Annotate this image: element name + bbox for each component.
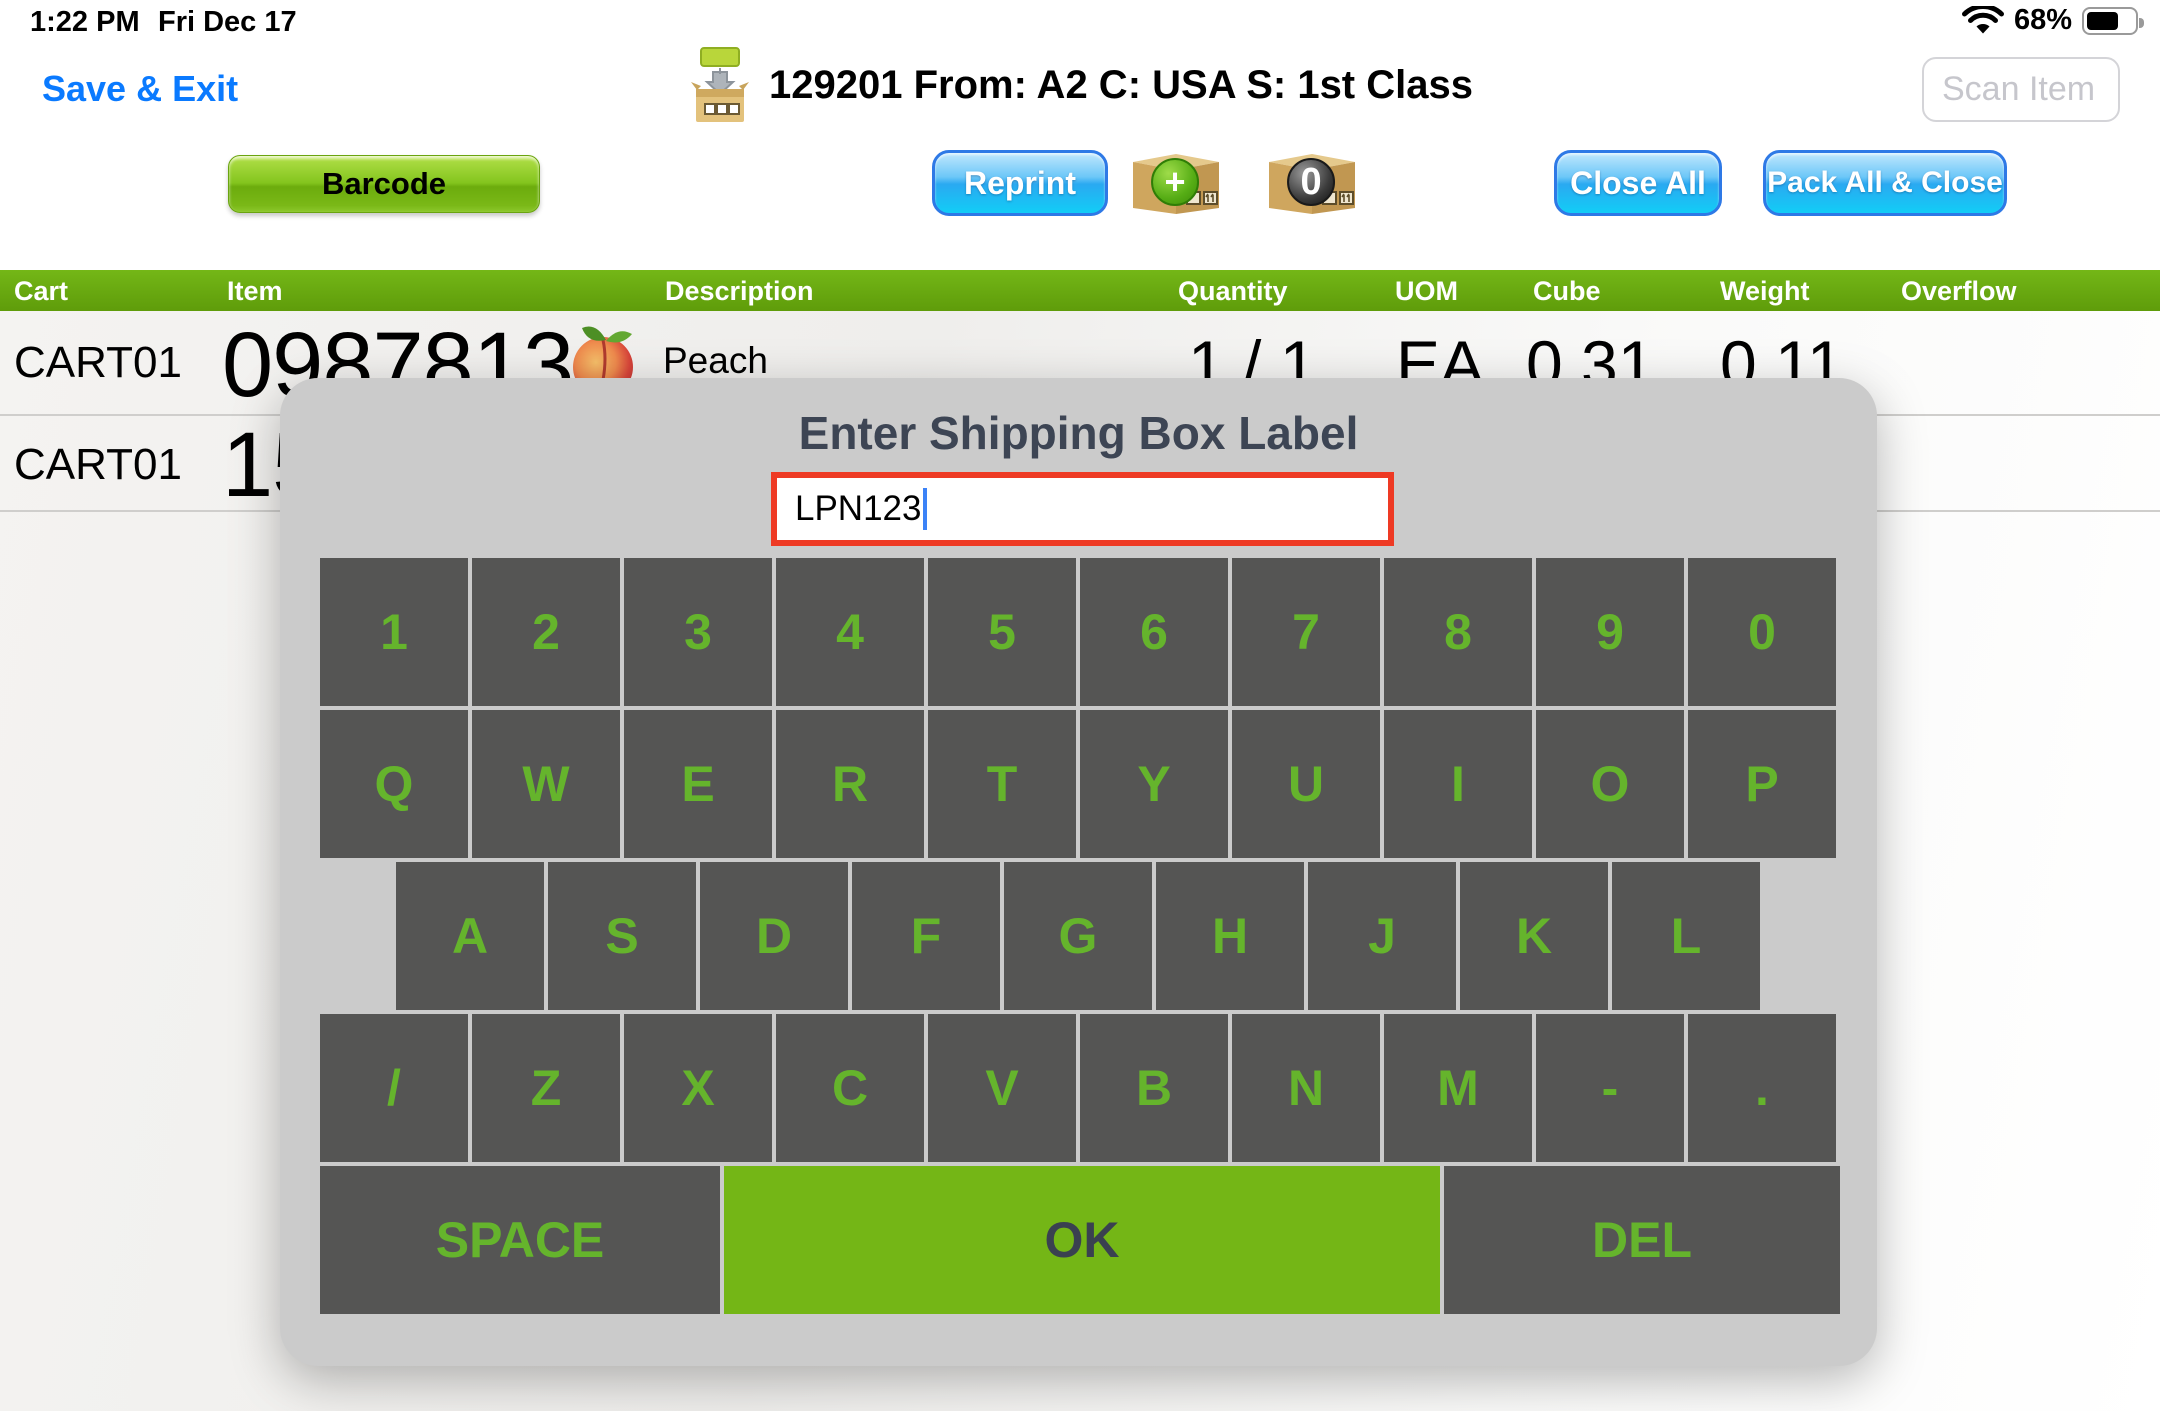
key-x[interactable]: X — [624, 1014, 772, 1162]
key-ok[interactable]: OK — [724, 1166, 1440, 1314]
key-dash[interactable]: - — [1536, 1014, 1684, 1162]
battery-icon — [2082, 6, 2144, 35]
key-f[interactable]: F — [852, 862, 1000, 1010]
key-z[interactable]: Z — [472, 1014, 620, 1162]
zero-badge: 0 — [1287, 158, 1336, 206]
battery-fill — [2087, 11, 2119, 30]
save-exit-button[interactable]: Save & Exit — [42, 68, 239, 109]
key-4[interactable]: 4 — [776, 558, 924, 706]
add-badge: + — [1151, 158, 1200, 206]
key-c[interactable]: C — [776, 1014, 924, 1162]
modal-title: Enter Shipping Box Label — [798, 407, 1359, 459]
column-header-uom: UOM — [1395, 276, 1458, 306]
key-slash[interactable]: / — [320, 1014, 468, 1162]
page-title: 129201 From: A2 C: USA S: 1st Class — [769, 62, 1473, 107]
status-time: 1:22 PM — [30, 6, 140, 38]
key-b[interactable]: B — [1080, 1014, 1228, 1162]
key-period[interactable]: . — [1688, 1014, 1836, 1162]
cell-description: Peach — [663, 340, 768, 381]
column-header-overflow: Overflow — [1901, 276, 2017, 306]
column-header-cart: Cart — [14, 276, 69, 306]
add-box-button[interactable]: + — [1125, 150, 1227, 214]
column-header-item: Item — [227, 276, 283, 306]
key-h[interactable]: H — [1156, 862, 1304, 1010]
key-g[interactable]: G — [1004, 862, 1152, 1010]
status-date: Fri Dec 17 — [158, 6, 297, 38]
battery-percent: 68% — [2013, 4, 2072, 36]
scan-item-input[interactable] — [1922, 57, 2120, 122]
key-v[interactable]: V — [928, 1014, 1076, 1162]
key-u[interactable]: U — [1232, 710, 1380, 858]
key-3[interactable]: 3 — [624, 558, 772, 706]
table-header: Cart Item Description Quantity UOM Cube Weight… — [0, 270, 2160, 311]
pack-all-close-button[interactable]: Pack All & Close — [1763, 150, 2007, 216]
key-t[interactable]: T — [928, 710, 1076, 858]
status-bar: 1:22 PM Fri Dec 17 68% — [0, 0, 2160, 42]
key-8[interactable]: 8 — [1384, 558, 1532, 706]
key-n[interactable]: N — [1232, 1014, 1380, 1162]
box-label-input[interactable]: LPN123 — [779, 480, 1386, 538]
cell-cart: CART01 — [14, 440, 182, 489]
barcode-button[interactable]: Barcode — [228, 155, 540, 213]
key-j[interactable]: J — [1308, 862, 1456, 1010]
close-all-button[interactable]: Close All — [1554, 150, 1722, 216]
key-r[interactable]: R — [776, 710, 924, 858]
key-o[interactable]: O — [1536, 710, 1684, 858]
wifi-icon — [1961, 5, 2004, 33]
key-2[interactable]: 2 — [472, 558, 620, 706]
key-0[interactable]: 0 — [1688, 558, 1836, 706]
key-6[interactable]: 6 — [1080, 558, 1228, 706]
column-header-cube: Cube — [1533, 276, 1601, 306]
key-7[interactable]: 7 — [1232, 558, 1380, 706]
box-label-input-highlight: LPN123 — [771, 472, 1394, 546]
key-a[interactable]: A — [396, 862, 544, 1010]
key-9[interactable]: 9 — [1536, 558, 1684, 706]
key-l[interactable]: L — [1612, 862, 1760, 1010]
key-k[interactable]: K — [1460, 862, 1608, 1010]
key-q[interactable]: Q — [320, 710, 468, 858]
keyboard: 1 2 3 4 5 6 7 8 9 0 Q W E R T Y U I O P A S D F G H J K L / Z X C V B N M -. S… — [320, 558, 1840, 1318]
column-header-quantity: Quantity — [1178, 276, 1288, 306]
cell-cart: CART01 — [14, 338, 182, 387]
key-del[interactable]: DEL — [1444, 1166, 1840, 1314]
key-i[interactable]: I — [1384, 710, 1532, 858]
key-s[interactable]: S — [548, 862, 696, 1010]
box-label-value: LPN123 — [795, 489, 922, 528]
key-y[interactable]: Y — [1080, 710, 1228, 858]
pack-into-box-icon — [691, 47, 750, 122]
header-title-group: 129201 From: A2 C: USA S: 1st Class — [0, 40, 2160, 130]
column-header-description: Description — [665, 276, 814, 306]
key-1[interactable]: 1 — [320, 558, 468, 706]
zero-box-button[interactable]: 0 — [1261, 150, 1363, 214]
key-space[interactable]: SPACE — [320, 1166, 720, 1314]
key-5[interactable]: 5 — [928, 558, 1076, 706]
reprint-button[interactable]: Reprint — [932, 150, 1108, 216]
key-e[interactable]: E — [624, 710, 772, 858]
key-m[interactable]: M — [1384, 1014, 1532, 1162]
text-cursor — [923, 488, 928, 530]
key-w[interactable]: W — [472, 710, 620, 858]
column-header-weight: Weight — [1720, 276, 1810, 306]
key-d[interactable]: D — [700, 862, 848, 1010]
key-p[interactable]: P — [1688, 710, 1836, 858]
